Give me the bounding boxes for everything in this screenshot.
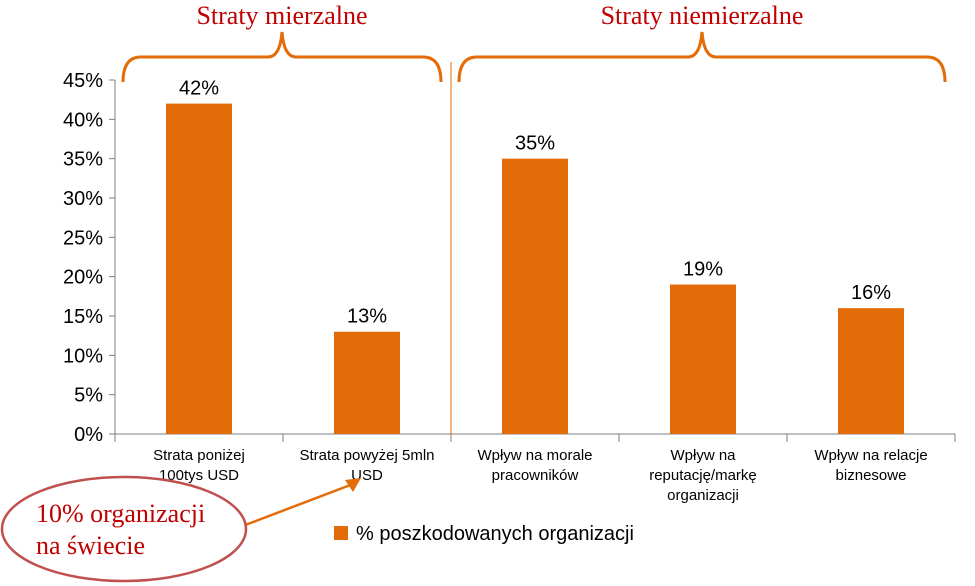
bar-value-label: 19% [683,259,723,281]
bar-value-label: 35% [515,133,555,155]
x-category-label: Strata powyżej 5mln USD [299,447,434,484]
x-category-label-line: Wpływ na [670,447,736,464]
annotation-arrow-line [239,482,354,529]
y-tick-label: 15% [63,306,103,328]
bar-value-label: 16% [851,282,891,304]
x-category-label-line: biznesowe [836,467,907,484]
x-category-label-line: Wpływ na relacje [814,447,927,464]
x-category-label: Strata poniżej 100tys USD [153,447,245,484]
y-tick-label: 40% [63,109,103,131]
annotation-text: 10% organizacji na świecie [36,499,205,560]
annotation-text-line: na świecie [36,531,145,560]
bar [502,158,568,434]
y-tick-label: 5% [74,385,103,407]
y-tick-label: 0% [74,424,103,446]
legend-label: % poszkodowanych organizacji [356,523,634,545]
group-brace [457,31,947,83]
group-brace [121,31,443,83]
x-category-label-line: organizacji [667,487,739,504]
x-category-label: Wpływ na relacje biznesowe [814,447,927,484]
legend-swatch [334,526,348,540]
annotation-ellipse [0,475,248,583]
bar [838,308,904,434]
x-category-label-line: reputację/markę [649,467,757,484]
bar [166,103,232,434]
x-category-label-line: Strata poniżej [153,447,245,464]
annotation-text-line: 10% organizacji [36,499,205,528]
bar-value-label: 13% [347,306,387,328]
y-tick-label: 25% [63,227,103,249]
y-tick-label: 35% [63,149,103,171]
y-tick-label: 30% [63,188,103,210]
bar [334,331,400,434]
x-category-label-line: 100tys USD [159,467,239,484]
y-tick-label: 10% [63,345,103,367]
y-tick-label: 45% [63,70,103,92]
y-tick-label: 20% [63,267,103,289]
bar-value-label: 42% [179,78,219,100]
bar [670,284,736,434]
x-category-label-line: Wpływ na morale [477,447,592,464]
x-category-label-line: pracowników [492,467,579,484]
x-category-label: Wpływ na morale pracowników [477,447,592,484]
x-category-label-line: Strata powyżej 5mln [299,447,434,464]
group-title: Straty mierzalne [196,1,367,30]
x-category-label: Wpływ na reputację/markę organizacji [649,447,757,504]
annotation-arrow-head [345,478,361,492]
group-title: Straty niemierzalne [601,1,804,30]
